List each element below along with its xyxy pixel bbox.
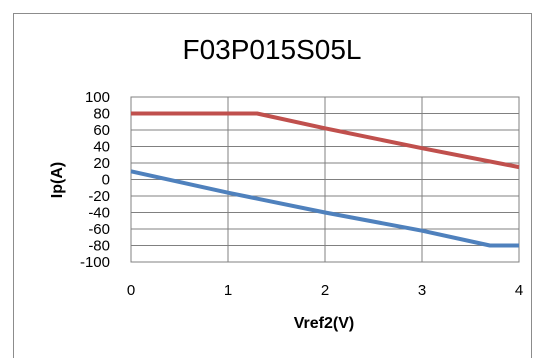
y-tick-label: 0 bbox=[102, 172, 110, 189]
y-tick-label: -40 bbox=[88, 205, 110, 222]
y-tick-label: 80 bbox=[93, 106, 110, 123]
y-tick-label: -100 bbox=[80, 254, 110, 271]
x-tick-labels: 0 1 2 3 4 bbox=[127, 282, 523, 299]
series-line-1 bbox=[131, 111, 520, 170]
series-line-2 bbox=[130, 169, 519, 248]
y-tick-label: -80 bbox=[88, 238, 110, 255]
x-tick-label: 3 bbox=[418, 282, 426, 299]
y-tick-label: 100 bbox=[85, 89, 110, 106]
x-tick-label: 2 bbox=[321, 282, 329, 299]
x-axis-label: Vref2(V) bbox=[294, 315, 354, 332]
chart-frame bbox=[13, 13, 532, 358]
x-tick-label: 1 bbox=[224, 282, 232, 299]
plot-border bbox=[130, 96, 520, 263]
x-tick-label: 4 bbox=[515, 282, 523, 299]
series-lines bbox=[130, 111, 520, 248]
y-tick-label: 20 bbox=[93, 155, 110, 172]
y-tick-label: 40 bbox=[93, 139, 110, 156]
y-tick-label: -20 bbox=[88, 188, 110, 205]
y-tick-label: -60 bbox=[88, 221, 110, 238]
y-axis-label: Ip(A) bbox=[49, 162, 66, 198]
plot-area bbox=[130, 96, 520, 263]
chart-title: F03P015S05L bbox=[182, 34, 362, 65]
y-tick-label: 60 bbox=[93, 122, 110, 139]
x-tick-label: 0 bbox=[127, 282, 135, 299]
